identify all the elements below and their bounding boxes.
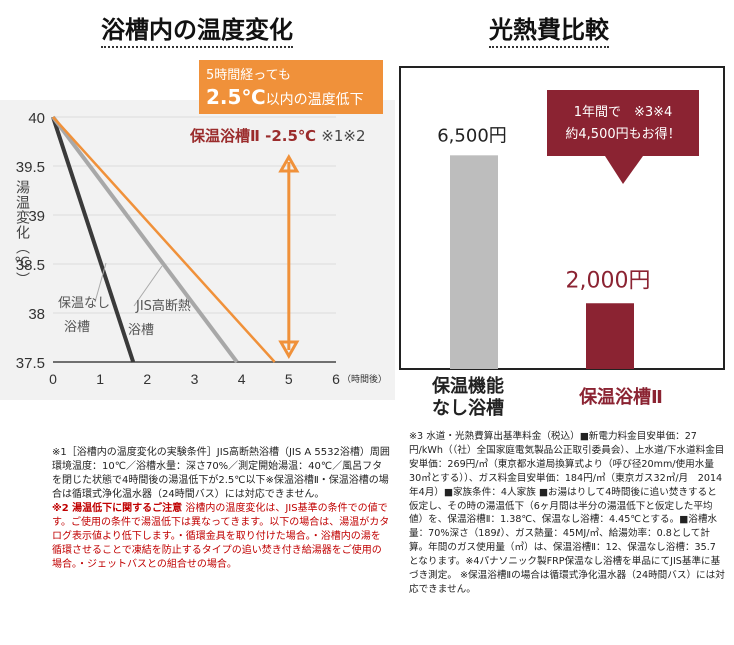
x-tick-label: 4 (238, 371, 246, 387)
footnote-2: ※2 湯温低下に関するご注意 浴槽内の温度変化は、JIS基準の条件での値です。ご… (52, 502, 390, 572)
temperature-line-chart: 40 39.5 39 38.5 38 37.50 1 2 3 4 5 6 （時間後） 湯温変化（℃） 保温な… (0, 60, 395, 400)
range-arrow-head-bottom (278, 340, 300, 360)
range-arrow-head-top (278, 153, 300, 173)
x-tick-label: 5 (285, 371, 293, 387)
line-label-jis: JIS高断熱 (135, 298, 191, 314)
x-tick-label: 1 (96, 371, 104, 387)
callout-rest: 以内の温度低下 (266, 92, 364, 108)
footnote-1: ※1［浴槽内の温度変化の実験条件］JIS高断熱浴槽（JIS A 5532浴槽）周… (52, 447, 390, 500)
leader-line (94, 262, 107, 303)
bar-value-label: 6,500円 (437, 125, 507, 146)
left-chart-title: 浴槽内の温度変化 (101, 10, 293, 48)
bar (450, 155, 498, 369)
left-chart-title-text: 浴槽内の温度変化 (101, 16, 293, 44)
annotation-value: -2.5℃ (265, 127, 321, 145)
footnote-2-heading: ※2 湯温低下に関するご注意 (52, 503, 183, 514)
right-footnotes: ※3 水道・光熱費算出基準料金（税込）■新電力料金目安単価：27円/kWh（（社… (409, 430, 725, 597)
series-line (51, 116, 136, 363)
line-label-jis: 浴槽 (128, 323, 154, 338)
left-title-underline (101, 46, 293, 48)
series-annotation: 保温浴槽Ⅱ -2.5℃ ※1※2 (189, 127, 366, 145)
plot-background (0, 100, 395, 400)
leader-line (133, 265, 163, 307)
x-tick-label: 3 (191, 371, 199, 387)
right-chart-title-text: 光熱費比較 (489, 16, 609, 44)
bar-category-insulated-line1: 保温浴槽Ⅱ (579, 387, 663, 408)
footnote-3-4: ※3 水道・光熱費算出基準料金（税込）■新電力料金目安単価：27円/kWh（（社… (409, 431, 725, 595)
cost-comparison-frame (399, 66, 725, 370)
bar-category-no-insulation-line1: 保温機能 (432, 376, 504, 397)
callout-box (199, 60, 383, 114)
x-axis-label: （時間後） (342, 373, 387, 385)
x-tick-label: 0 (49, 371, 57, 387)
bar-value-label: 2,000円 (566, 268, 651, 293)
y-tick-label: 37.5 (16, 355, 45, 372)
y-axis-label: 湯温変化（℃） (14, 179, 30, 287)
x-tick-label: 6 (332, 371, 340, 387)
line-label-no-insulation: 保温なし (58, 296, 110, 311)
annotation-name: 保温浴槽Ⅱ (189, 127, 265, 145)
footnote-2-body: 浴槽内の温度変化は、JIS基準の条件での値です。ご使用の条件で湯温低下は異なって… (52, 503, 390, 570)
savings-callout-line1: 1年間で ※3※4 (574, 105, 673, 120)
cost-bar-chart: 6,500円 2,000円 1年間で ※3※4 約4,500円もお得！ (437, 90, 699, 369)
callout-big-value: 2.5℃ (206, 85, 266, 109)
series-line (51, 115, 239, 364)
line-label-no-insulation: 浴槽 (64, 320, 90, 335)
right-chart-title: 光熱費比較 (489, 10, 609, 48)
annotation-note: ※1※2 (321, 127, 365, 145)
savings-callout-line2: 約4,500円もお得！ (565, 126, 680, 142)
y-tick-label: 39 (28, 208, 45, 225)
bar-category-no-insulation-line2: なし浴槽 (432, 398, 504, 419)
bar-category-insulated: 保温浴槽Ⅱ (566, 387, 676, 409)
y-tick-label: 40 (28, 110, 45, 127)
callout-line1: 5時間経っても (206, 68, 291, 83)
savings-callout-box (547, 90, 699, 184)
bar (586, 303, 634, 369)
left-footnotes: ※1［浴槽内の温度変化の実験条件］JIS高断熱浴槽（JIS A 5532浴槽）周… (52, 446, 390, 572)
bar-category-no-insulation: 保温機能 なし浴槽 (418, 376, 518, 420)
callout-line2: 2.5℃以内の温度低下 (206, 85, 364, 109)
y-tick-label: 38.5 (16, 257, 45, 274)
x-tick-label: 2 (143, 371, 151, 387)
series-line (52, 116, 276, 363)
right-title-underline (489, 46, 609, 48)
y-tick-label: 38 (28, 306, 45, 323)
y-tick-label: 39.5 (16, 159, 45, 176)
